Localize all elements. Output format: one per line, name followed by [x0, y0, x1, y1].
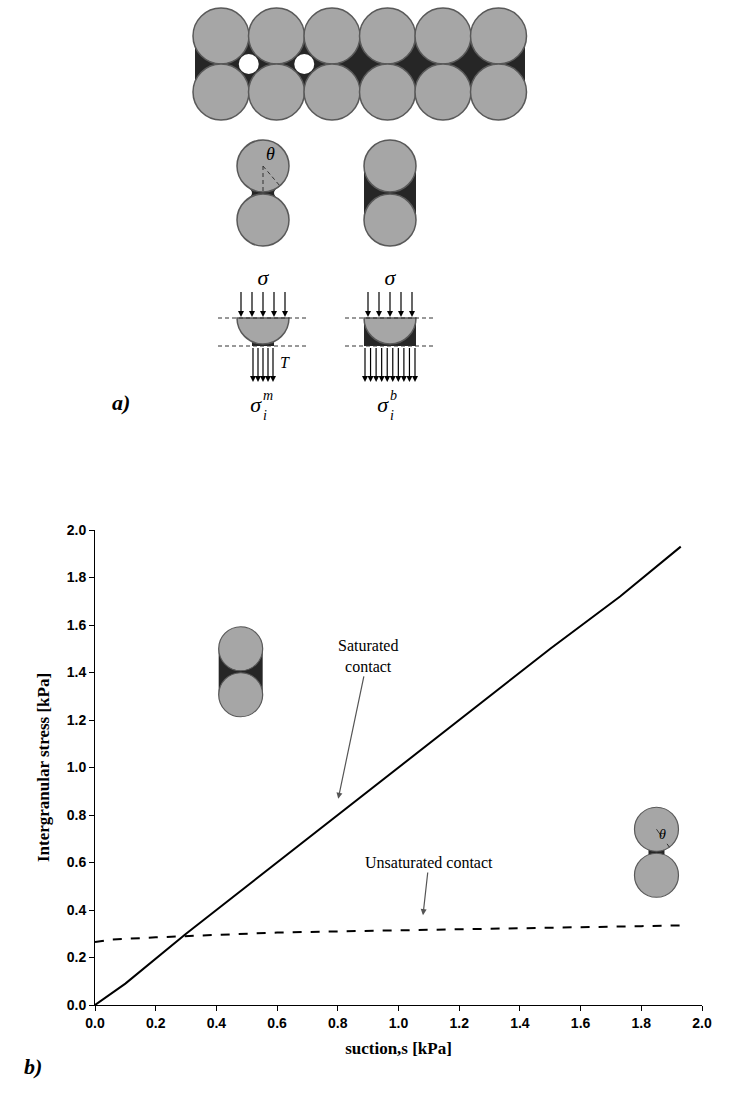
- svg-text:1.8: 1.8: [632, 1015, 652, 1031]
- svg-text:θ: θ: [659, 827, 666, 842]
- svg-text:0.4: 0.4: [67, 902, 87, 918]
- svg-text:1.2: 1.2: [449, 1015, 469, 1031]
- svg-text:1.2: 1.2: [67, 712, 87, 728]
- svg-text:0.6: 0.6: [67, 854, 87, 870]
- svg-text:1.0: 1.0: [389, 1015, 409, 1031]
- svg-text:2.0: 2.0: [692, 1015, 712, 1031]
- svg-text:σ: σ: [250, 392, 262, 417]
- svg-text:0.8: 0.8: [328, 1015, 348, 1031]
- svg-text:Unsaturated contact: Unsaturated contact: [365, 854, 493, 871]
- svg-text:T: T: [280, 354, 290, 371]
- svg-text:1.6: 1.6: [67, 617, 87, 633]
- svg-text:σ: σ: [385, 265, 397, 290]
- svg-text:1.8: 1.8: [67, 569, 87, 585]
- svg-text:σ: σ: [258, 265, 270, 290]
- svg-text:1.0: 1.0: [67, 759, 87, 775]
- svg-text:0.2: 0.2: [146, 1015, 166, 1031]
- svg-text:0.0: 0.0: [67, 997, 87, 1013]
- svg-text:b): b): [24, 1054, 42, 1079]
- svg-text:2.0: 2.0: [67, 522, 87, 538]
- svg-text:m: m: [263, 388, 273, 403]
- svg-text:Saturatedcontact: Saturatedcontact: [338, 637, 398, 675]
- svg-text:a): a): [112, 390, 130, 415]
- svg-text:1.4: 1.4: [67, 664, 87, 680]
- svg-text:1.6: 1.6: [571, 1015, 591, 1031]
- svg-text:0.8: 0.8: [67, 807, 87, 823]
- svg-text:σ: σ: [377, 392, 389, 417]
- svg-text:0.6: 0.6: [267, 1015, 287, 1031]
- svg-text:Intergranular stress [kPa]: Intergranular stress [kPa]: [34, 673, 53, 862]
- svg-text:0.4: 0.4: [207, 1015, 227, 1031]
- svg-text:θ: θ: [266, 144, 275, 164]
- svg-text:b: b: [390, 388, 397, 403]
- svg-text:0.0: 0.0: [85, 1015, 105, 1031]
- svg-text:suction,s [kPa]: suction,s [kPa]: [345, 1039, 452, 1058]
- svg-text:1.4: 1.4: [510, 1015, 530, 1031]
- svg-text:i: i: [390, 408, 394, 423]
- svg-text:i: i: [263, 408, 267, 423]
- svg-text:0.2: 0.2: [67, 949, 87, 965]
